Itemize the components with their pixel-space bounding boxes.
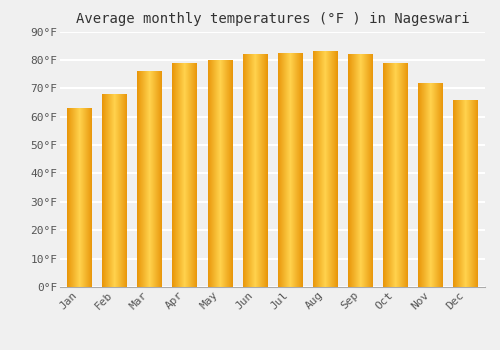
Title: Average monthly temperatures (°F ) in Nageswari: Average monthly temperatures (°F ) in Na… — [76, 12, 469, 26]
